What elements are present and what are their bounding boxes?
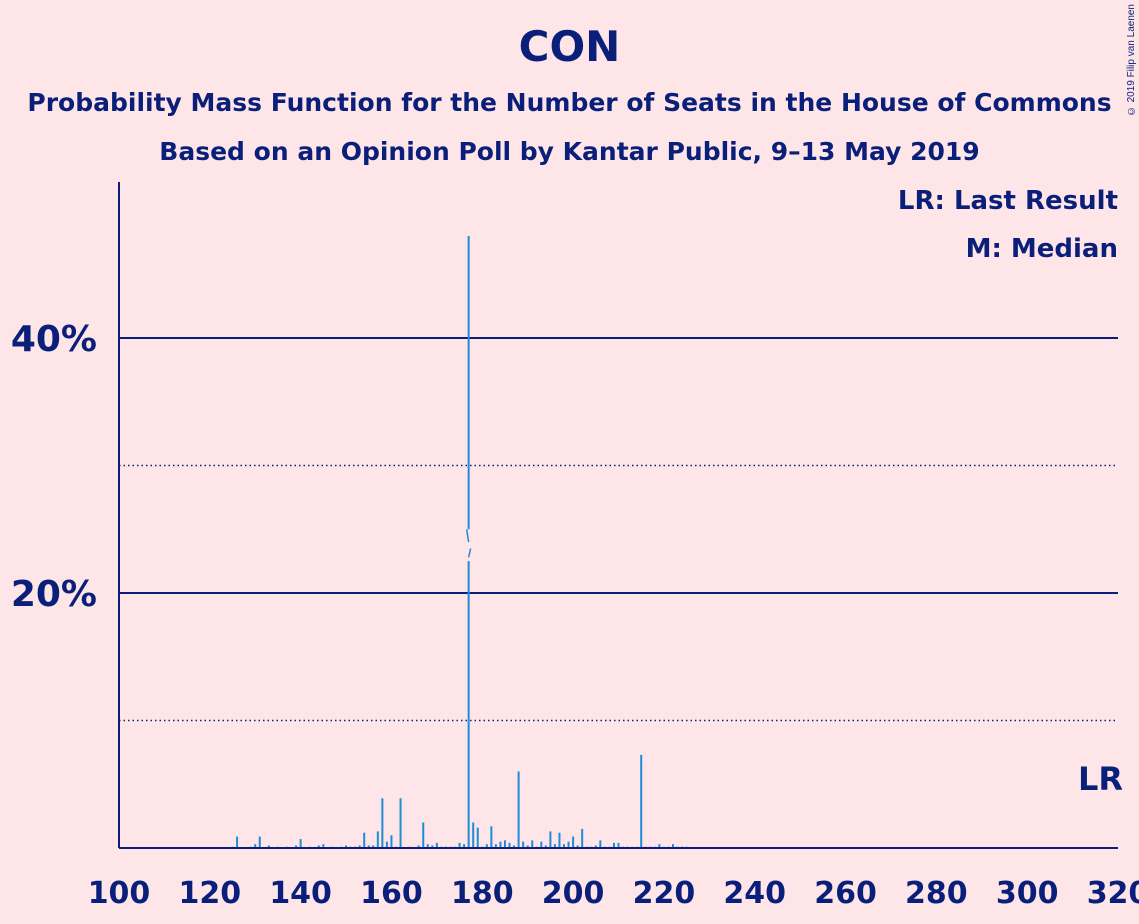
chart-source: Based on an Opinion Poll by Kantar Publi… [159, 137, 980, 166]
x-tick-label: 240 [723, 876, 786, 911]
x-tick-label: 160 [360, 876, 423, 911]
x-tick-label: 100 [88, 876, 151, 911]
median-marker-upper [465, 529, 470, 543]
x-tick-label: 200 [542, 876, 605, 911]
legend-last-result: LR: Last Result [898, 186, 1118, 216]
x-tick-label: 280 [905, 876, 968, 911]
last-result-marker: LR [1078, 760, 1123, 798]
x-tick-label: 220 [633, 876, 696, 911]
chart-subtitle: Probability Mass Function for the Number… [27, 88, 1112, 117]
x-tick-label: 120 [179, 876, 242, 911]
y-tick-label: 20% [11, 574, 97, 615]
chart-title: CON [518, 22, 621, 71]
x-tick-label: 320 [1087, 876, 1139, 911]
y-tick-label: 40% [11, 319, 97, 360]
x-tick-label: 140 [269, 876, 332, 911]
x-tick-label: 300 [996, 876, 1059, 911]
x-tick-label: 260 [814, 876, 877, 911]
median-marker-lower [467, 548, 472, 558]
legend-median: M: Median [966, 234, 1118, 264]
x-tick-label: 180 [451, 876, 514, 911]
median-marker [465, 529, 472, 562]
